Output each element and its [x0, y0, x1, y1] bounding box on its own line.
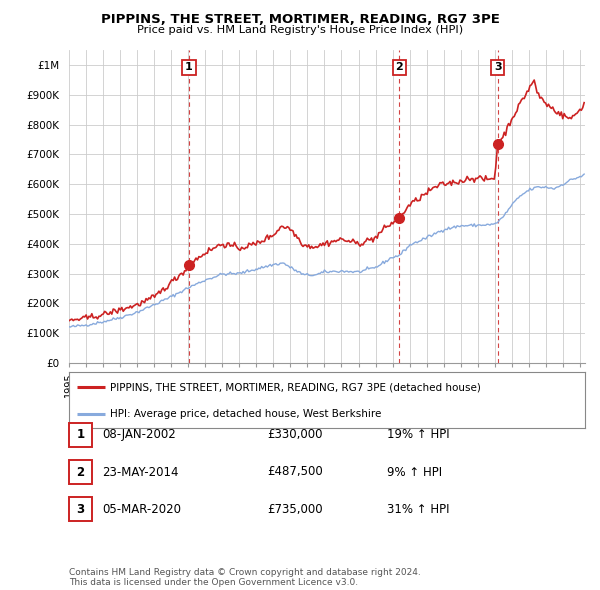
Text: 05-MAR-2020: 05-MAR-2020	[102, 503, 181, 516]
Text: Price paid vs. HM Land Registry's House Price Index (HPI): Price paid vs. HM Land Registry's House …	[137, 25, 463, 35]
Text: 9% ↑ HPI: 9% ↑ HPI	[387, 466, 442, 478]
Text: 1: 1	[185, 63, 193, 73]
Text: 19% ↑ HPI: 19% ↑ HPI	[387, 428, 449, 441]
Text: 31% ↑ HPI: 31% ↑ HPI	[387, 503, 449, 516]
Text: 23-MAY-2014: 23-MAY-2014	[102, 466, 179, 478]
Text: PIPPINS, THE STREET, MORTIMER, READING, RG7 3PE (detached house): PIPPINS, THE STREET, MORTIMER, READING, …	[110, 382, 481, 392]
Text: This data is licensed under the Open Government Licence v3.0.: This data is licensed under the Open Gov…	[69, 578, 358, 587]
Text: £330,000: £330,000	[267, 428, 323, 441]
Text: HPI: Average price, detached house, West Berkshire: HPI: Average price, detached house, West…	[110, 409, 382, 419]
Text: 2: 2	[395, 63, 403, 73]
Text: 3: 3	[76, 503, 85, 516]
Text: 3: 3	[494, 63, 502, 73]
Text: 1: 1	[76, 428, 85, 441]
Text: 08-JAN-2002: 08-JAN-2002	[102, 428, 176, 441]
Text: Contains HM Land Registry data © Crown copyright and database right 2024.: Contains HM Land Registry data © Crown c…	[69, 568, 421, 577]
Text: £487,500: £487,500	[267, 466, 323, 478]
Text: 2: 2	[76, 466, 85, 478]
Text: £735,000: £735,000	[267, 503, 323, 516]
Text: PIPPINS, THE STREET, MORTIMER, READING, RG7 3PE: PIPPINS, THE STREET, MORTIMER, READING, …	[101, 13, 499, 26]
